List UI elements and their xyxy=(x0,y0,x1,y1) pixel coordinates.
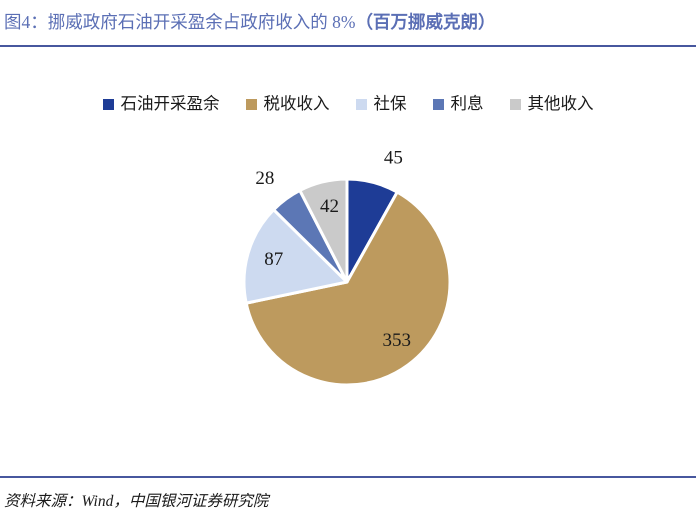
pie-data-label-2: 353 xyxy=(383,330,412,351)
pie-slice-3 xyxy=(242,208,349,305)
legend-label: 石油开采盈余 xyxy=(120,94,220,113)
figure-title-text: 图4：挪威政府石油开采盈余占政府收入的 8% xyxy=(4,12,356,32)
source-note: 资料来源：Wind，中国银河证券研究院 xyxy=(4,493,269,510)
pie-data-label-4: 28 xyxy=(255,168,274,189)
legend-item-4: 利息 xyxy=(432,94,484,113)
legend-label: 社保 xyxy=(373,94,407,113)
pie-slice-5 xyxy=(298,177,349,284)
legend-item-3: 社保 xyxy=(355,94,407,113)
legend-swatch-icon xyxy=(355,98,367,110)
figure-title-unit: （百万挪威克朗） xyxy=(355,12,496,32)
legend-swatch-icon xyxy=(102,98,114,110)
pie-slice-2 xyxy=(244,190,452,387)
legend-swatch-icon xyxy=(509,98,521,110)
bottom-divider xyxy=(0,476,696,478)
legend-swatch-icon xyxy=(245,98,257,110)
legend-swatch-icon xyxy=(432,98,444,110)
pie-data-label-5: 42 xyxy=(320,196,339,217)
pie-data-label-1: 45 xyxy=(384,147,403,168)
legend-label: 利息 xyxy=(450,94,484,113)
legend-item-1: 石油开采盈余 xyxy=(102,94,220,113)
figure-title: 图4：挪威政府石油开采盈余占政府收入的 8%（百万挪威克朗） xyxy=(4,9,692,35)
top-divider xyxy=(0,45,696,47)
legend-label: 其他收入 xyxy=(527,94,594,113)
chart-legend: 石油开采盈余 税收收入 社保 利息 其他收入 xyxy=(0,94,696,113)
pie-data-label-3: 87 xyxy=(264,249,283,270)
legend-label: 税收收入 xyxy=(263,94,330,113)
legend-item-5: 其他收入 xyxy=(509,94,594,113)
legend-item-2: 税收收入 xyxy=(245,94,330,113)
